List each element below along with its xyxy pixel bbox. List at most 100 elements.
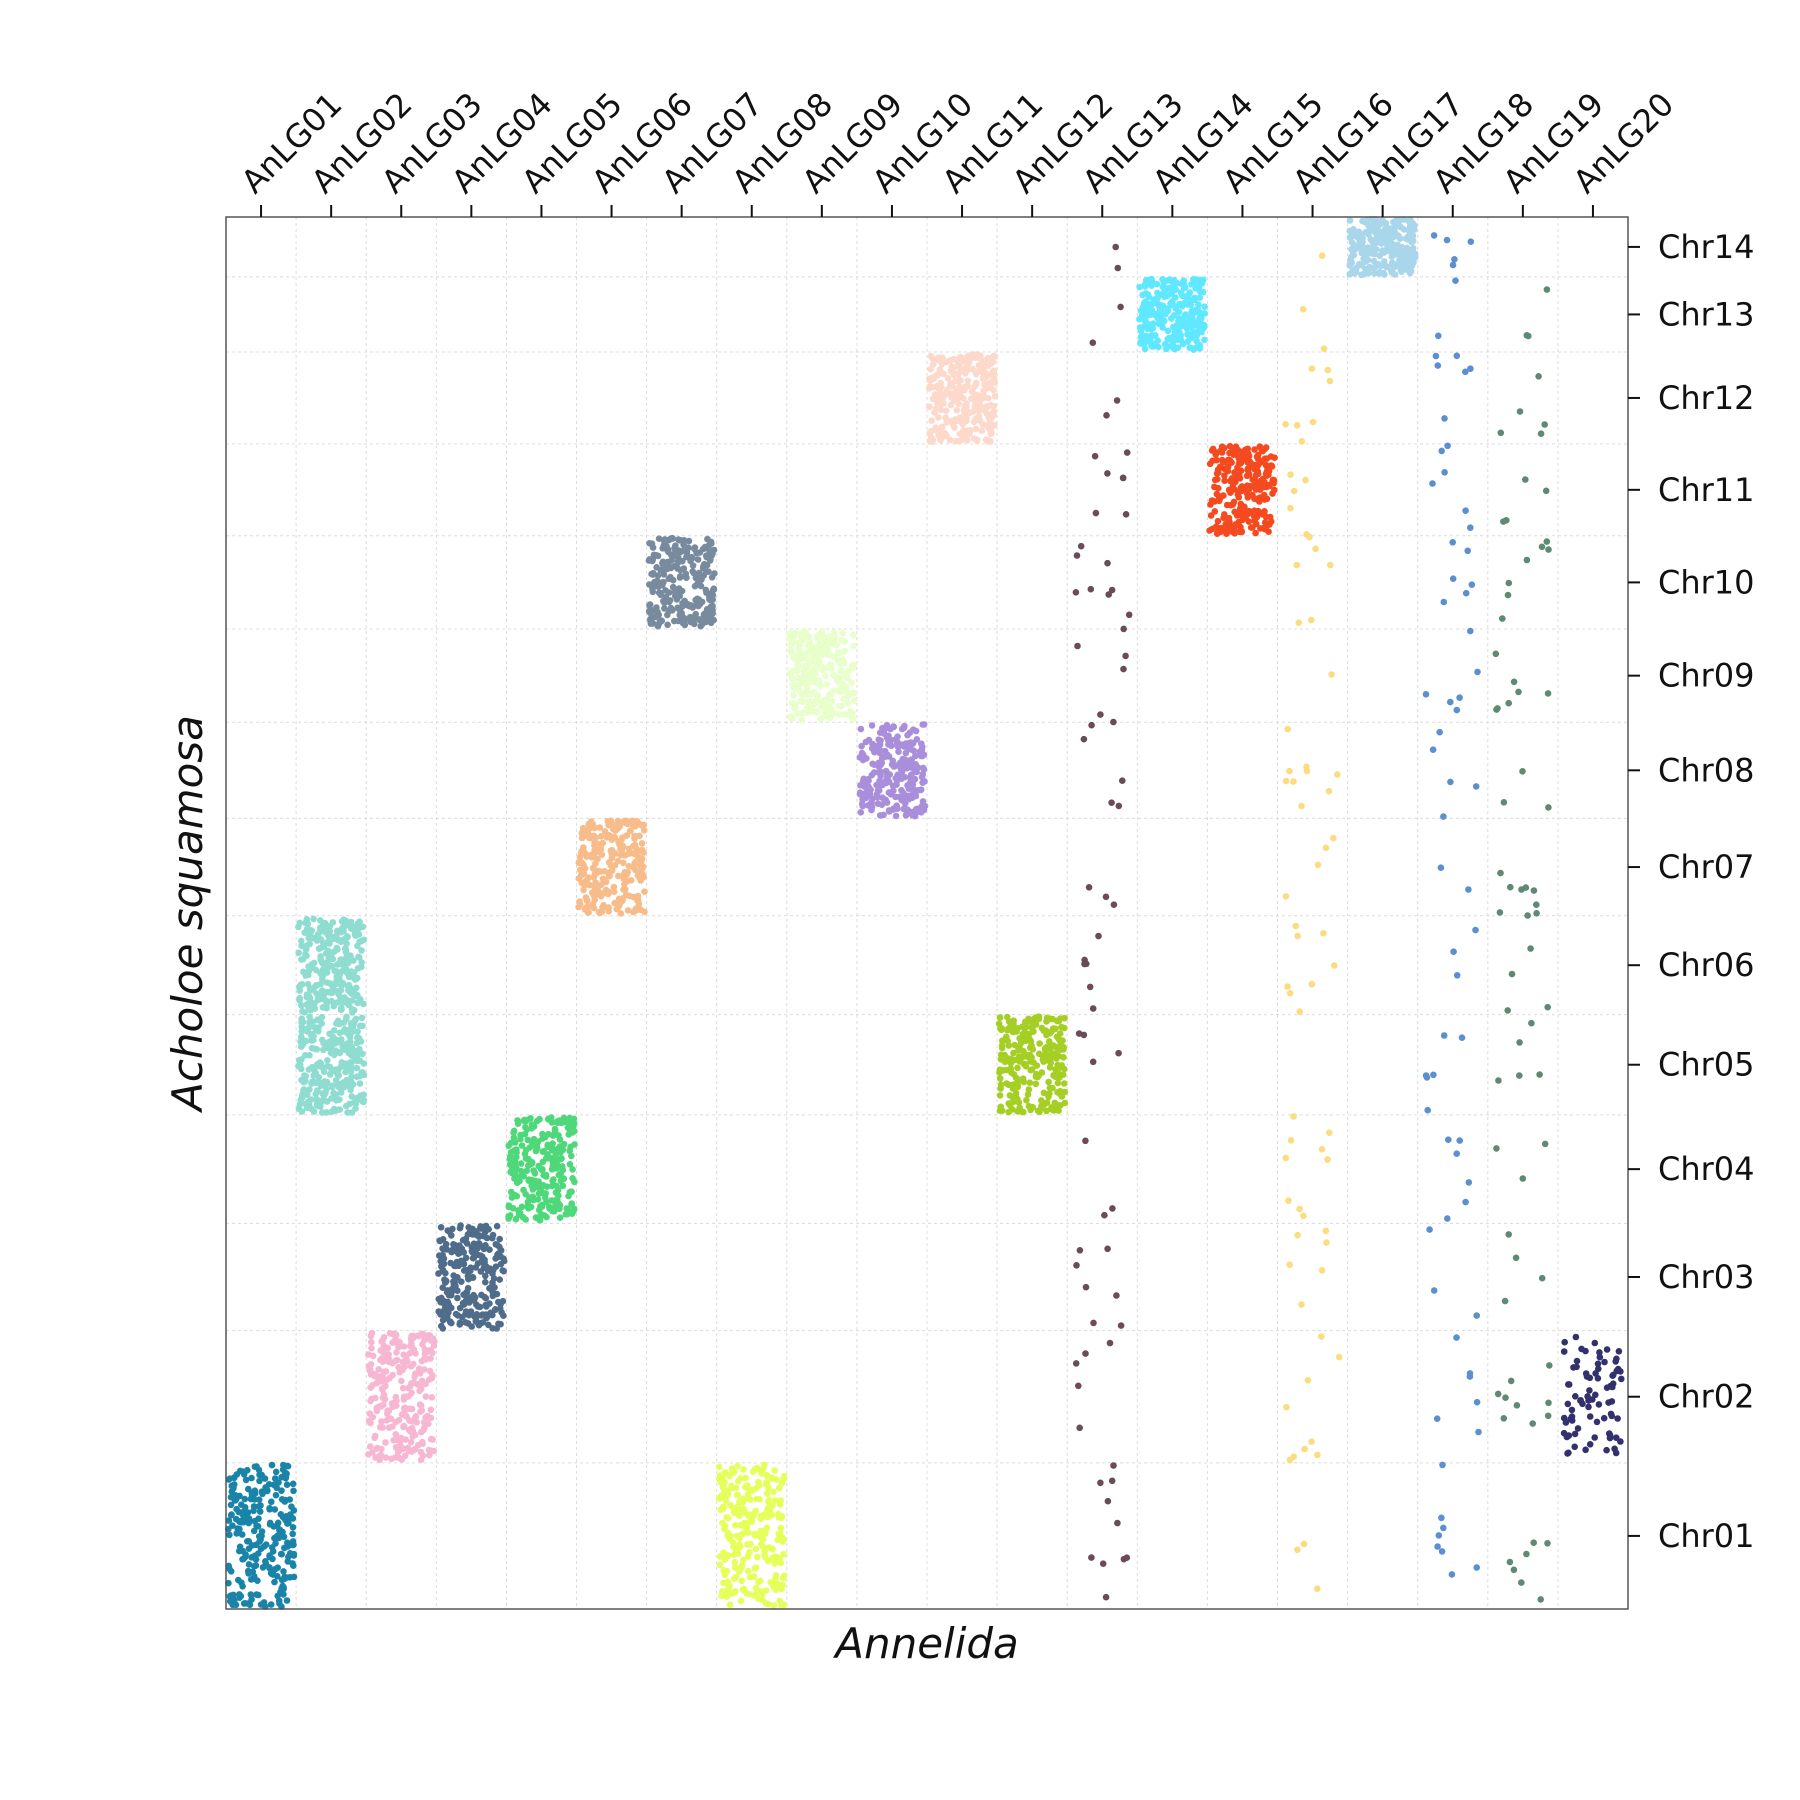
synteny-dot <box>1119 777 1126 784</box>
synteny-dot <box>667 573 674 581</box>
synteny-dot <box>1027 1066 1034 1074</box>
synteny-dot <box>497 1260 505 1268</box>
synteny-dot <box>353 974 361 982</box>
synteny-dot <box>435 1308 443 1315</box>
synteny-dot <box>1282 1154 1289 1162</box>
synteny-dot <box>859 802 866 810</box>
synteny-dot <box>1572 1393 1579 1400</box>
synteny-dot <box>300 1086 307 1094</box>
synteny-dot <box>763 1506 771 1514</box>
synteny-dot <box>1389 259 1396 267</box>
synteny-dot <box>789 639 797 647</box>
synteny-dot <box>1052 1073 1059 1081</box>
synteny-dot <box>1462 507 1469 514</box>
synteny-dot <box>966 430 973 438</box>
synteny-dot <box>1607 1382 1614 1390</box>
synteny-dot <box>1438 1548 1446 1555</box>
synteny-dot <box>481 1259 488 1266</box>
synteny-dot <box>790 692 797 699</box>
synteny-dot <box>1075 1382 1082 1390</box>
synteny-dot <box>1061 1014 1068 1022</box>
synteny-dot <box>549 1157 557 1165</box>
synteny-dot <box>1025 1102 1033 1110</box>
synteny-dot <box>787 669 795 676</box>
synteny-dot <box>1562 1419 1570 1426</box>
synteny-dot <box>875 736 882 743</box>
synteny-dot <box>556 1136 564 1143</box>
synteny-dot <box>1447 778 1454 786</box>
synteny-dot <box>490 1275 498 1282</box>
synteny-dot <box>1261 478 1268 486</box>
synteny-dot <box>1049 1084 1056 1092</box>
synteny-dot <box>452 1247 460 1255</box>
synteny-dot <box>273 1484 281 1492</box>
synteny-dot <box>266 1564 273 1571</box>
synteny-dot <box>1467 524 1474 531</box>
synteny-dot <box>1286 767 1293 775</box>
synteny-dot <box>1174 344 1182 352</box>
synteny-dot <box>1087 585 1095 593</box>
synteny-dot <box>903 764 911 772</box>
synteny-dot <box>819 645 826 653</box>
synteny-dot <box>533 1117 541 1125</box>
synteny-dot <box>1510 1566 1518 1574</box>
synteny-dot <box>685 544 692 551</box>
synteny-dot <box>464 1231 472 1238</box>
synteny-dot <box>1505 1231 1512 1238</box>
synteny-dot <box>1492 650 1500 658</box>
synteny-dot <box>1380 229 1387 236</box>
synteny-dot <box>303 993 311 1001</box>
synteny-dot <box>299 1007 306 1015</box>
synteny-dot <box>699 545 707 553</box>
synteny-dot <box>998 1025 1006 1032</box>
grid-lines <box>226 217 1628 1609</box>
synteny-dot <box>1003 1033 1010 1041</box>
synteny-dot <box>1407 222 1415 230</box>
synteny-dot <box>790 633 798 640</box>
synteny-dot <box>1438 447 1445 455</box>
synteny-dot <box>531 1180 538 1187</box>
synteny-dot <box>738 1577 745 1585</box>
synteny-dot <box>1201 303 1208 311</box>
synteny-dot <box>1217 447 1224 455</box>
synteny-dot <box>1022 1063 1030 1070</box>
synteny-dot <box>1613 1367 1620 1375</box>
synteny-dot <box>1074 642 1081 650</box>
synteny-dot <box>496 1235 504 1243</box>
synteny-dot <box>875 763 883 770</box>
synteny-dot <box>354 999 362 1007</box>
synteny-dot <box>603 889 610 897</box>
synteny-dot <box>535 1190 543 1197</box>
synteny-dot <box>348 1043 356 1051</box>
synteny-dot <box>1243 451 1250 459</box>
synteny-dot <box>400 1423 407 1431</box>
synteny-dot <box>746 1573 754 1581</box>
synteny-dot <box>719 1519 726 1527</box>
synteny-dot <box>1366 263 1373 271</box>
synteny-dot <box>240 1555 247 1563</box>
synteny-dot <box>347 1020 355 1027</box>
synteny-dot <box>400 1343 408 1350</box>
synteny-dot <box>1243 472 1251 480</box>
synteny-dot <box>1256 443 1264 450</box>
synteny-dot <box>1546 1362 1553 1369</box>
synteny-dot <box>1516 1039 1523 1046</box>
synteny-dot <box>742 1474 749 1482</box>
synteny-dot <box>734 1532 741 1540</box>
synteny-dot <box>1618 1375 1625 1383</box>
synteny-dot <box>515 1207 522 1214</box>
synteny-dot <box>1086 983 1094 991</box>
synteny-dot <box>1271 454 1278 462</box>
synteny-dot <box>655 535 663 542</box>
synteny-dot <box>1441 469 1448 476</box>
synteny-dot <box>1104 470 1111 477</box>
synteny-dot <box>537 1165 545 1173</box>
plot-frame <box>225 216 1629 1610</box>
synteny-dot <box>965 352 973 359</box>
synteny-dot <box>1474 668 1481 676</box>
synteny-dot <box>508 1163 515 1170</box>
synteny-dot <box>539 1130 546 1138</box>
y-tick-label: Chr07 <box>1658 848 1755 886</box>
synteny-dot <box>353 926 360 933</box>
synteny-dot <box>990 386 997 394</box>
